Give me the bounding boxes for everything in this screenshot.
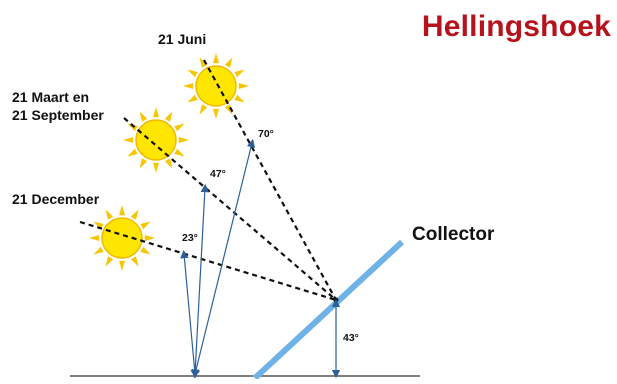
sun-ray [199,57,208,68]
sun-december-icon [89,205,155,271]
sun-ray [153,162,159,173]
sun-ray [105,209,114,220]
label-december: 21 December [12,191,100,207]
collector-label: Collector [412,224,495,245]
sun-ray [144,235,155,241]
sun-ray [130,256,139,267]
sun-ray [127,148,138,157]
label-march-line2: 21 September [12,107,104,123]
angle-december: 23° [182,232,198,244]
sun-ray [93,246,104,255]
sun-ray [234,94,245,103]
sun-ray [238,83,249,89]
angle-march: 47° [210,168,226,180]
sun-ray [213,108,219,119]
sun-ray [187,69,198,78]
sun-ray [119,260,125,271]
arrow-december [180,249,199,379]
sun-ray [224,57,233,68]
ray-june [203,59,337,301]
sun-ray [139,158,148,169]
sun-disc [135,119,177,161]
sun-ray [164,158,173,169]
sun-ray [140,221,151,230]
angle-collector: 43° [343,332,359,344]
collector-pivot [333,297,339,303]
sun-march-icon [123,107,189,173]
label-march-line1: 21 Maart en [12,89,90,105]
sun-ray [93,221,104,230]
sun-ray [119,205,125,216]
sun-disc [195,65,237,107]
sun-ray [123,137,134,143]
sun-ray [127,123,138,132]
sun-ray [174,148,185,157]
sun-ray [187,94,198,103]
angle-june: 70° [258,128,274,140]
sun-ray [174,123,185,132]
sun-ray [224,104,233,115]
sun-ray [178,137,189,143]
ray-december [79,220,337,302]
sun-ray [130,209,139,220]
sun-ray [234,69,245,78]
sun-ray [183,83,194,89]
sun-ray [164,111,173,122]
sun-ray [105,256,114,267]
arrow-march [191,183,209,379]
sun-ray [213,53,219,64]
sun-ray [139,111,148,122]
sun-june-icon [183,53,249,119]
label-june: 21 Juni [158,31,207,47]
sun-ray [199,104,208,115]
sun-ray [153,107,159,118]
page-title: Hellingshoek [421,10,611,43]
collector-panel [252,239,405,381]
sun-disc [101,217,143,259]
sun-ray [89,235,100,241]
sun-ray [140,246,151,255]
